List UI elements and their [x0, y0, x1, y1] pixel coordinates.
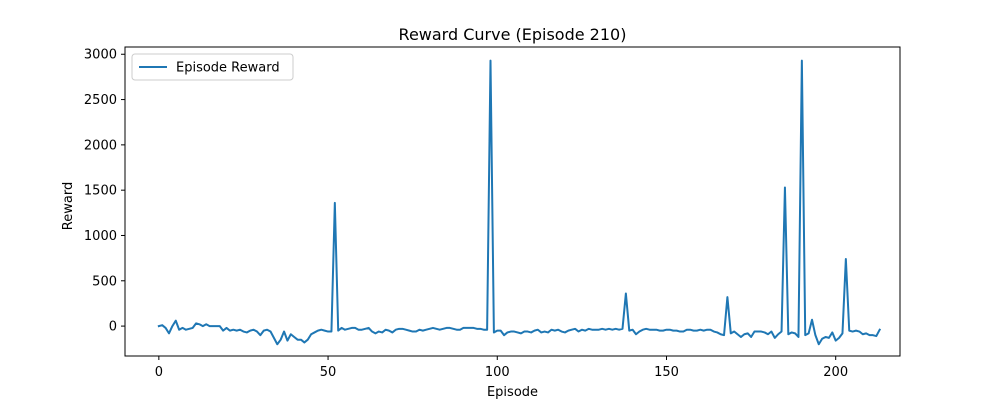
- x-tick-label: 150: [654, 365, 679, 380]
- y-tick-label: 3000: [84, 48, 117, 63]
- plot-layer: [157, 59, 882, 346]
- y-tick-label: 2000: [84, 138, 117, 153]
- y-tick-label: 2500: [84, 93, 117, 108]
- x-tick-label: 200: [823, 365, 848, 380]
- x-axis-label: Episode: [487, 385, 538, 400]
- x-tick-label: 50: [320, 365, 337, 380]
- chart-title: Reward Curve (Episode 210): [399, 25, 627, 44]
- y-tick-label: 500: [92, 274, 117, 289]
- axes-frame: [124, 46, 901, 357]
- legend-box: [131, 53, 294, 81]
- legend-label-episode-reward: Episode Reward: [176, 61, 280, 76]
- x-tick-label: 100: [485, 365, 510, 380]
- y-tick-label: 0: [109, 320, 117, 335]
- legend: Episode Reward: [131, 53, 294, 81]
- y-axis-label: Reward: [61, 182, 76, 230]
- x-tick-label: 0: [155, 365, 163, 380]
- series-line-1: [157, 59, 882, 346]
- y-tick-label: 1500: [84, 184, 117, 199]
- y-tick-label: 1000: [84, 229, 117, 244]
